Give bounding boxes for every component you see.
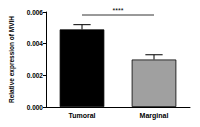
svg-text:0.004: 0.004 — [27, 40, 44, 47]
svg-text:****: **** — [113, 7, 124, 14]
svg-text:0.002: 0.002 — [27, 72, 44, 79]
svg-text:Marginal: Marginal — [140, 112, 169, 120]
svg-text:Relative expression of MVIH: Relative expression of MVIH — [8, 16, 16, 103]
svg-text:Tumoral: Tumoral — [68, 112, 95, 119]
svg-text:0.006: 0.006 — [27, 9, 44, 16]
svg-text:0.000: 0.000 — [27, 104, 44, 111]
